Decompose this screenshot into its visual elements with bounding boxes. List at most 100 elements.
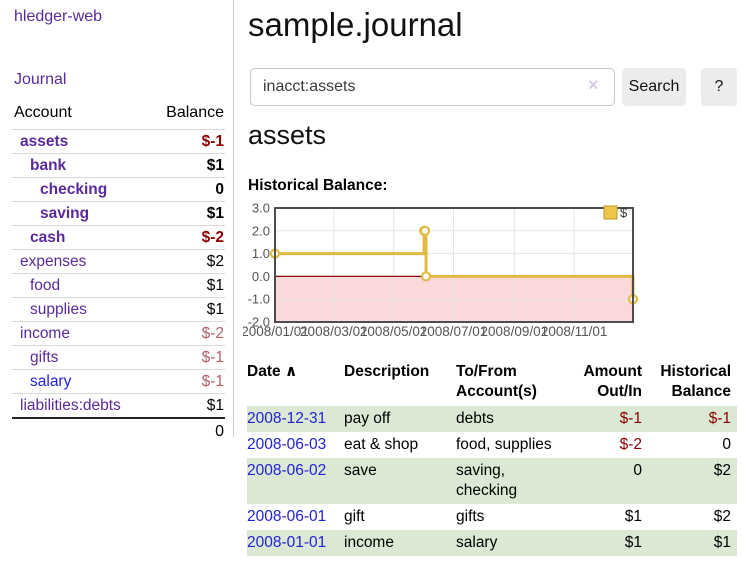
sidebar: hledger-web Journal Account Balance asse…	[0, 0, 234, 445]
account-total-row: 0	[12, 417, 225, 445]
svg-text:1.0: 1.0	[252, 246, 270, 261]
account-link[interactable]: assets	[20, 133, 69, 150]
register-row: 2008-06-03 eat & shop food, supplies $-2…	[247, 432, 737, 458]
register-description: eat & shop	[344, 436, 419, 453]
register-table-body: 2008-12-31 pay off debts $-1 $-1 2008-06…	[247, 406, 737, 556]
account-link[interactable]: checking	[40, 181, 108, 198]
account-balance-table: Account Balance assets $-1 bank $1 check…	[12, 102, 225, 445]
register-row: 2008-01-01 income salary $1 $1	[247, 530, 737, 556]
register-description: income	[344, 534, 394, 551]
data-point-marker	[419, 225, 431, 236]
data-point-marker	[420, 271, 432, 282]
balance-column-header: Balance	[166, 104, 224, 121]
svg-text:2008/07/01: 2008/07/01	[420, 324, 488, 339]
register-date-link[interactable]: 2008-12-31	[247, 410, 327, 427]
account-heading: assets	[248, 120, 327, 150]
account-balance: $-1	[148, 369, 225, 394]
register-date-link[interactable]: 2008-06-02	[247, 462, 327, 479]
svg-text:2008/09/01: 2008/09/01	[481, 324, 549, 339]
svg-text:3.0: 3.0	[252, 201, 270, 216]
account-row: supplies $1	[12, 297, 225, 322]
register-amount: $1	[624, 534, 642, 551]
account-total-value: 0	[148, 417, 225, 445]
svg-text:-2.0: -2.0	[248, 315, 270, 330]
register-accounts: gifts	[456, 508, 485, 525]
account-link[interactable]: supplies	[30, 301, 87, 318]
search-button[interactable]: Search	[622, 68, 686, 106]
register-row: 2008-12-31 pay off debts $-1 $-1	[247, 406, 737, 432]
svg-text:2008/05/01: 2008/05/01	[360, 324, 428, 339]
page-title: sample.journal	[248, 6, 463, 43]
register-balance: 0	[722, 436, 731, 453]
account-balance: $-1	[148, 345, 225, 370]
register-amount: $-1	[619, 410, 642, 427]
account-link[interactable]: liabilities:debts	[20, 397, 121, 414]
account-link[interactable]: bank	[30, 157, 67, 174]
register-balance: $2	[713, 508, 731, 525]
register-amount: $-2	[619, 436, 642, 453]
register-row: 2008-06-01 gift gifts $1 $2	[247, 504, 737, 530]
account-link[interactable]: saving	[40, 205, 90, 222]
register-balance: $-1	[708, 410, 731, 427]
account-row: liabilities:debts $1	[12, 393, 225, 418]
svg-text:2008/11/01: 2008/11/01	[541, 324, 608, 339]
register-accounts: salary	[456, 534, 498, 551]
sidebar-item-journal[interactable]: Journal	[14, 71, 67, 88]
account-link[interactable]: income	[20, 325, 70, 342]
account-balance: $2	[148, 249, 225, 274]
register-balance: $1	[713, 534, 731, 551]
account-row: expenses $2	[12, 249, 225, 274]
register-accounts: saving, checking	[456, 462, 518, 499]
account-balance: $-2	[148, 321, 225, 346]
svg-text:-1.0: -1.0	[248, 292, 270, 307]
register-header-row: Date ∧ Description To/From Account(s) Am…	[247, 360, 737, 406]
register-date-link[interactable]: 2008-06-01	[247, 508, 327, 525]
account-table-header-row: Account Balance	[12, 102, 225, 130]
search-input[interactable]	[250, 68, 615, 106]
account-balance: $-1	[148, 129, 225, 154]
account-link[interactable]: gifts	[30, 349, 59, 366]
svg-text:2008/01/01: 2008/01/01	[243, 324, 309, 339]
account-link[interactable]: cash	[30, 229, 66, 246]
account-row: income $-2	[12, 321, 225, 346]
register-date-link[interactable]: 2008-06-03	[247, 436, 327, 453]
accounts-column-header: To/From Account(s)	[456, 363, 537, 400]
svg-text:2.0: 2.0	[252, 223, 270, 238]
amount-column-header: Amount Out/In	[583, 363, 642, 400]
register-date-link[interactable]: 2008-01-01	[247, 534, 327, 551]
clear-search-icon[interactable]: ×	[588, 75, 599, 95]
svg-text:2008/03/01: 2008/03/01	[300, 324, 368, 339]
account-row: gifts $-1	[12, 345, 225, 370]
account-balance: $1	[148, 273, 225, 298]
register-accounts: food, supplies	[456, 436, 552, 453]
account-balance: 0	[148, 177, 225, 202]
sort-ascending-icon: ∧	[284, 363, 298, 380]
help-button[interactable]: ?	[701, 68, 737, 106]
app-title-link[interactable]: hledger-web	[14, 8, 103, 25]
legend-swatch	[603, 205, 618, 220]
register-row: 2008-06-02 save saving, checking 0 $2	[247, 458, 737, 504]
register-amount: $1	[624, 508, 642, 525]
account-balance: $1	[148, 153, 225, 178]
balance-column-header2: Historical Balance	[660, 363, 731, 400]
account-row: food $1	[12, 273, 225, 298]
description-column-header: Description	[344, 363, 430, 380]
account-table-body: assets $-1 bank $1 checking 0 saving $1 …	[12, 129, 225, 418]
account-balance: $-2	[148, 225, 225, 250]
legend-label: $	[620, 205, 628, 220]
register-amount: 0	[633, 462, 642, 479]
register-accounts: debts	[456, 410, 494, 427]
account-link[interactable]: food	[30, 277, 61, 294]
account-row: saving $1	[12, 201, 225, 226]
svg-text:0.0: 0.0	[252, 269, 270, 284]
account-balance: $1	[148, 201, 225, 226]
balance-chart: $3.0 2.0 1.0 0.0 -1.0 -2.0 2008/01/01 2008/03/0…	[241, 200, 742, 342]
account-link[interactable]: salary	[30, 373, 72, 390]
historical-balance-label: Historical Balance:	[248, 177, 388, 194]
register-table: Date ∧ Description To/From Account(s) Am…	[247, 360, 737, 556]
register-balance: $2	[713, 462, 731, 479]
account-row: salary $-1	[12, 369, 225, 394]
account-row: bank $1	[12, 153, 225, 178]
date-column-header[interactable]: Date ∧	[247, 363, 298, 380]
account-link[interactable]: expenses	[20, 253, 87, 270]
